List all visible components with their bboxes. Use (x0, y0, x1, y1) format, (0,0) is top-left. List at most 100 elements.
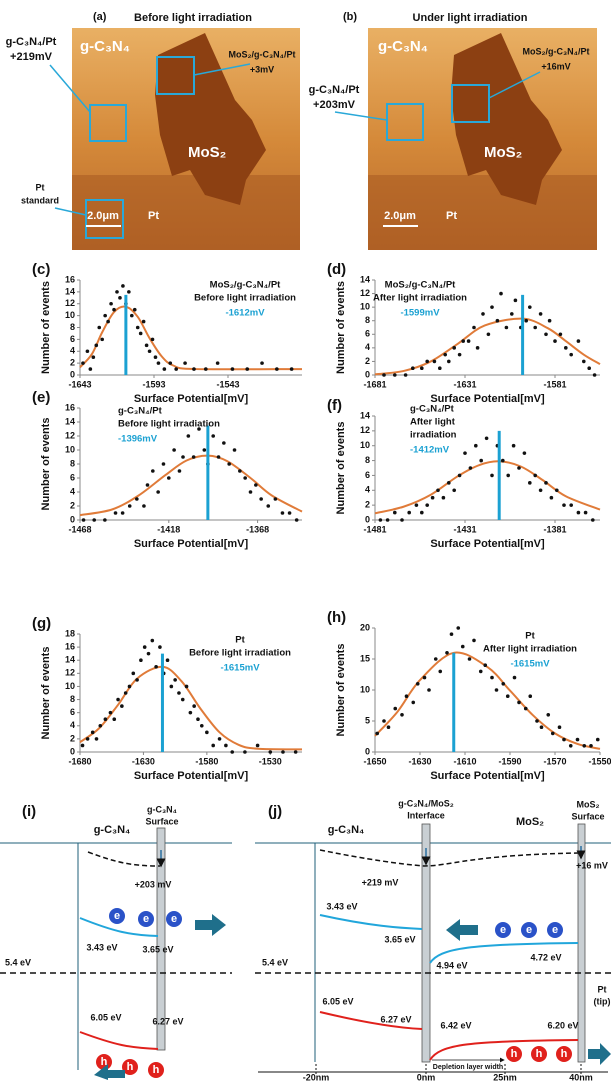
data-point (254, 483, 258, 487)
data-point (433, 657, 438, 661)
band-diagram-j: (j) g-C₃N₄ g-C₃N₄/MoS₂ Interface MoS₂ Mo… (255, 798, 611, 1082)
x-tick-label: -1550 (588, 756, 611, 766)
annotation: MoS₂/g-C₃N₄/Pt (385, 280, 456, 291)
data-point (538, 312, 543, 316)
data-point (411, 700, 416, 705)
energy-label: 6.05 eV (322, 996, 353, 1006)
data-point (147, 349, 152, 354)
y-tick-label: 16 (65, 274, 75, 284)
data-point (490, 675, 494, 680)
data-point (430, 495, 435, 500)
leader-line (54, 207, 87, 216)
data-point (85, 737, 90, 741)
x-tick-label: -1680 (68, 756, 91, 766)
data-point (197, 427, 201, 431)
peak-label: -1612mV (225, 308, 265, 319)
data-point (547, 318, 552, 323)
energy-label: 5.4 eV (5, 957, 31, 967)
data-point (255, 743, 260, 748)
data-point (196, 717, 200, 722)
data-point (88, 367, 93, 371)
mos2-flake (155, 33, 266, 205)
y-tick-label: 2 (70, 500, 75, 510)
y-tick-label: 4 (70, 720, 75, 730)
x-tick-label: -1630 (132, 756, 155, 766)
data-point (382, 373, 386, 377)
data-point (238, 469, 242, 473)
y-tick-label: 16 (65, 402, 75, 412)
electron-arrow (446, 919, 478, 941)
y-tick-label: 4 (70, 346, 75, 356)
data-point (447, 359, 451, 364)
annotation: g-C₃N₄/Pt (410, 404, 455, 415)
data-point (538, 488, 543, 493)
y-tick-label: 10 (65, 681, 75, 691)
data-point (230, 367, 235, 371)
data-point (558, 332, 563, 337)
x-tick-label: -1570 (543, 756, 566, 766)
data-point (481, 312, 485, 316)
hole (148, 1062, 164, 1078)
y-tick-label: 2 (365, 356, 370, 366)
fit-curve (374, 651, 601, 750)
fit-curve (374, 317, 601, 376)
data-point (85, 349, 90, 354)
data-point (591, 518, 595, 522)
data-point (106, 319, 110, 324)
data-point (142, 504, 146, 508)
electron (547, 922, 563, 938)
x-tick-label: -1368 (246, 524, 269, 534)
annotation: Before light irradiation (118, 419, 220, 430)
data-point (490, 305, 494, 309)
data-point (115, 290, 119, 294)
y-tick-label: 2 (70, 358, 75, 368)
annotation: After light (410, 417, 456, 428)
y-tick-label: 0 (70, 746, 75, 756)
valence-band (319, 1011, 423, 1030)
data-point (199, 723, 204, 728)
data-point (183, 361, 187, 365)
data-point (138, 331, 143, 336)
data-point (245, 367, 250, 371)
hole-label: h (127, 1061, 134, 1073)
y-axis-title: Number of events (40, 418, 52, 511)
data-point (420, 510, 424, 515)
data-point (94, 737, 99, 741)
data-point (400, 713, 404, 717)
depletion-label: Depletion layer width (433, 1064, 503, 1071)
y-tick-label: 10 (360, 440, 370, 450)
y-tick-label: 12 (65, 668, 75, 678)
data-point (535, 719, 539, 723)
peak-label: -1396mV (118, 434, 158, 445)
data-point (97, 325, 102, 330)
y-axis-title: Number of events (335, 644, 347, 737)
data-point (568, 744, 573, 748)
surface-bar (156, 827, 166, 1051)
hole (531, 1046, 547, 1062)
data-point (248, 490, 253, 494)
x-tick-label: -1381 (543, 524, 566, 534)
y-tick-label: 14 (65, 655, 75, 665)
data-point (116, 697, 120, 702)
data-point (463, 451, 467, 455)
data-point (562, 503, 566, 507)
y-tick-label: 0 (70, 369, 75, 379)
data-point (499, 291, 503, 296)
data-point (132, 307, 137, 312)
data-point (273, 497, 278, 501)
electron-label: e (171, 913, 177, 925)
scale-bar-label: 2.0μm (87, 210, 119, 222)
data-point (490, 473, 494, 478)
data-point (513, 298, 518, 303)
data-point (427, 688, 431, 692)
data-point (523, 706, 528, 711)
data-point (181, 455, 185, 459)
data-point (393, 510, 397, 515)
data-point (169, 684, 174, 689)
region-name: MoS₂/g-C₃N₄/Pt (523, 46, 590, 56)
hole (506, 1046, 522, 1062)
y-tick-label: 12 (65, 298, 75, 308)
data-point (150, 638, 155, 643)
data-point (486, 332, 491, 337)
